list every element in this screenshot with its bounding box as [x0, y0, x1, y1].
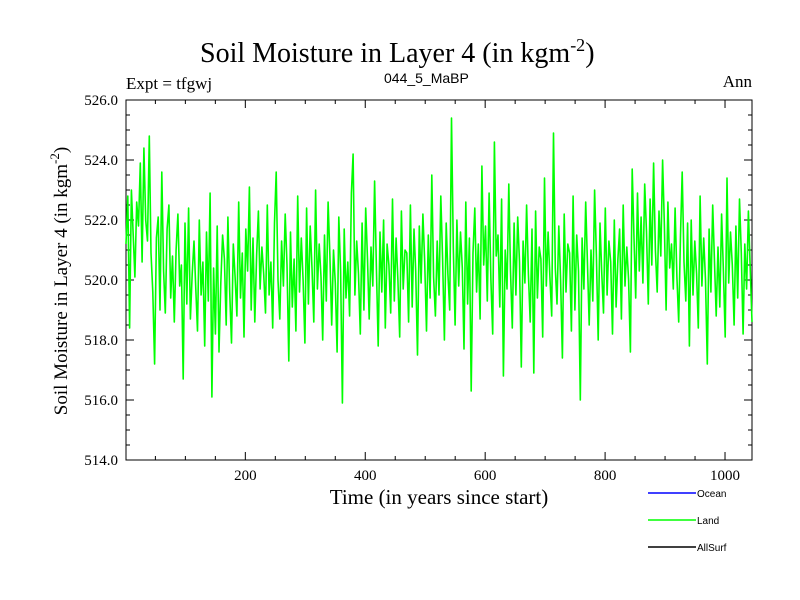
- y-tick-label: 524.0: [84, 153, 118, 169]
- y-tick-label: 514.0: [84, 453, 118, 469]
- y-tick-label: 526.0: [84, 93, 118, 109]
- season-label: Ann: [723, 72, 753, 91]
- x-tick-label: 1000: [710, 468, 740, 484]
- legend-ocean-label: Ocean: [697, 489, 726, 500]
- legend: Ocean Land AllSurf: [648, 489, 727, 554]
- x-axis-label: Time (in years since start): [330, 485, 549, 509]
- x-tick-label: 400: [354, 468, 377, 484]
- period-label: 044_5_MaBP: [384, 70, 469, 86]
- axes: 514.0 516.0 518.0 520.0 522.0 524.0 526.0 200 40…: [84, 93, 752, 484]
- x-tick-label: 200: [234, 468, 257, 484]
- y-tick-label: 516.0: [84, 393, 118, 409]
- x-tick-label: 800: [594, 468, 617, 484]
- y-tick-label: 520.0: [84, 273, 118, 289]
- y-tick-label: 518.0: [84, 333, 118, 349]
- legend-allsurf-label: AllSurf: [697, 543, 727, 554]
- land-series-line: [125, 117, 753, 404]
- chart-title: Soil Moisture in Layer 4 (in kgm-2): [200, 35, 595, 69]
- experiment-label: Expt = tfgwj: [126, 74, 212, 93]
- y-axis-label: Soil Moisture in Layer 4 (in kgm-2): [47, 147, 72, 415]
- legend-land-label: Land: [697, 516, 719, 527]
- x-tick-label: 600: [474, 468, 497, 484]
- y-tick-label: 522.0: [84, 213, 118, 229]
